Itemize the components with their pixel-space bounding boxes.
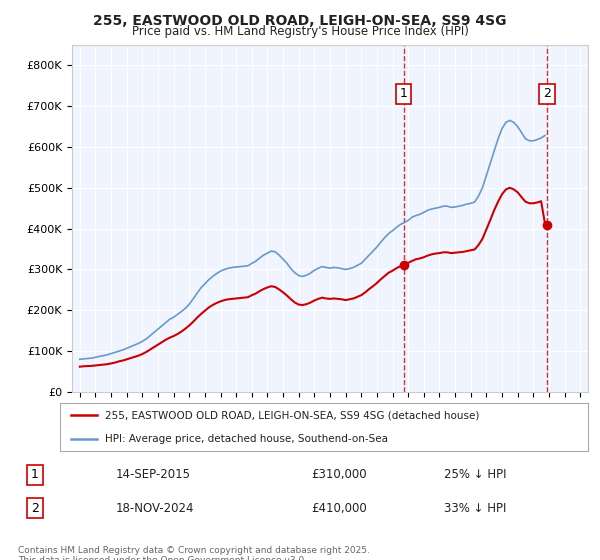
Text: Contains HM Land Registry data © Crown copyright and database right 2025.
This d: Contains HM Land Registry data © Crown c… [18,546,370,560]
Text: 1: 1 [31,468,39,481]
Text: 25% ↓ HPI: 25% ↓ HPI [444,468,506,481]
Text: 2: 2 [543,87,551,100]
Text: 255, EASTWOOD OLD ROAD, LEIGH-ON-SEA, SS9 4SG (detached house): 255, EASTWOOD OLD ROAD, LEIGH-ON-SEA, SS… [105,410,479,420]
Text: £410,000: £410,000 [311,502,367,515]
Text: HPI: Average price, detached house, Southend-on-Sea: HPI: Average price, detached house, Sout… [105,434,388,444]
Text: Price paid vs. HM Land Registry's House Price Index (HPI): Price paid vs. HM Land Registry's House … [131,25,469,38]
Text: 18-NOV-2024: 18-NOV-2024 [116,502,194,515]
Text: £310,000: £310,000 [311,468,367,481]
Text: 1: 1 [400,87,407,100]
Text: 33% ↓ HPI: 33% ↓ HPI [444,502,506,515]
Text: 14-SEP-2015: 14-SEP-2015 [116,468,191,481]
Text: 2: 2 [31,502,39,515]
Text: 255, EASTWOOD OLD ROAD, LEIGH-ON-SEA, SS9 4SG: 255, EASTWOOD OLD ROAD, LEIGH-ON-SEA, SS… [93,14,507,28]
